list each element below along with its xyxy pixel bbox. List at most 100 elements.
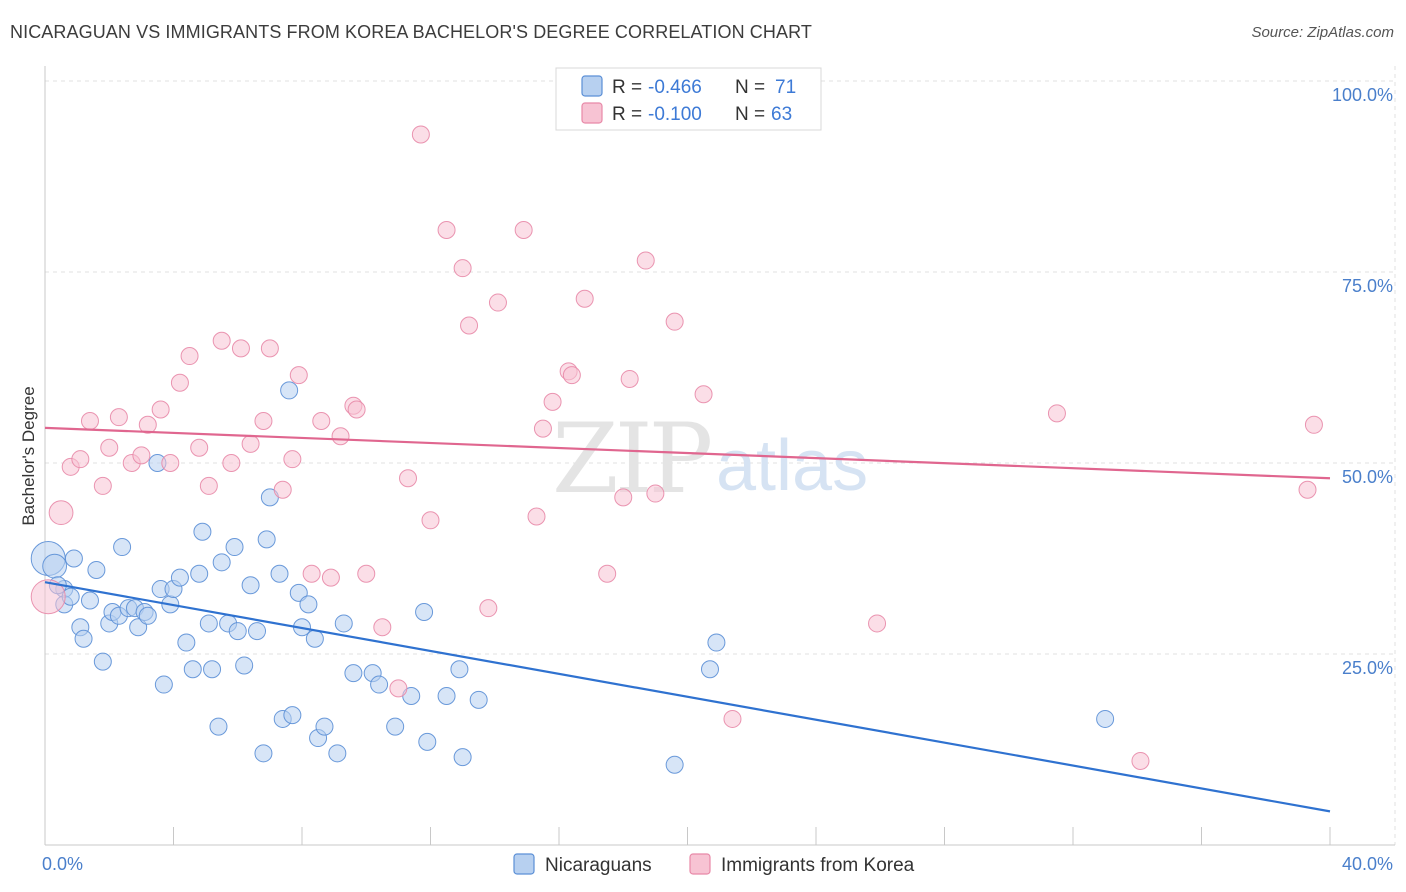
point-nicaraguans: [93, 652, 112, 671]
point-korea: [93, 476, 112, 495]
point-korea: [321, 568, 340, 587]
legend-r-value: -0.466: [648, 77, 702, 98]
point-nicaraguans: [212, 553, 231, 572]
point-nicaraguans: [665, 755, 684, 774]
point-korea: [373, 618, 392, 637]
point-nicaraguans: [344, 664, 363, 683]
legend-r-value: -0.100: [648, 104, 702, 125]
point-nicaraguans: [1096, 709, 1115, 728]
point-korea: [312, 411, 331, 430]
point-korea: [161, 454, 180, 472]
point-nicaraguans: [270, 564, 289, 583]
x-tick-label: 40.0%: [1342, 854, 1393, 874]
point-nicaraguans: [257, 530, 276, 549]
point-korea: [190, 438, 209, 457]
point-korea: [254, 411, 273, 430]
point-korea: [694, 385, 713, 404]
legend-series: Nicaraguans Immigrants from Korea: [513, 853, 915, 876]
legend-swatch-nicaraguans: [581, 75, 603, 97]
point-nicaraguans: [225, 538, 244, 557]
trend-lines: [44, 426, 1331, 813]
point-nicaraguans: [64, 549, 83, 568]
point-korea: [1131, 751, 1150, 770]
point-korea: [1304, 415, 1323, 434]
y-axis-label: Bachelor's Degree: [19, 386, 38, 525]
point-korea: [80, 411, 99, 430]
point-nicaraguans: [170, 568, 189, 587]
legend-n-value: 63: [771, 104, 792, 125]
point-nicaraguans: [289, 583, 308, 602]
point-korea: [646, 484, 665, 503]
trend-line-nicaraguans: [44, 581, 1331, 813]
x-tick-label: 0.0%: [42, 854, 83, 874]
y-tick-label: 75.0%: [1342, 276, 1393, 296]
point-nicaraguans: [418, 732, 437, 751]
point-nicaraguans: [370, 675, 389, 694]
legend-r-label: R =: [612, 104, 642, 125]
trend-line-korea: [44, 426, 1331, 480]
point-korea: [479, 599, 498, 618]
point-nicaraguans: [138, 606, 157, 625]
point-korea: [273, 480, 292, 499]
point-korea: [453, 259, 472, 278]
point-korea: [347, 400, 366, 419]
point-nicaraguans: [254, 744, 273, 763]
point-korea: [71, 450, 90, 469]
point-korea: [289, 366, 308, 385]
point-korea: [260, 339, 279, 358]
point-nicaraguans: [248, 622, 267, 641]
point-korea: [620, 369, 639, 388]
point-nicaraguans: [469, 690, 488, 709]
legend-n-label: N =: [735, 77, 765, 98]
point-nicaraguans: [415, 602, 434, 621]
point-nicaraguans: [74, 629, 93, 648]
point-korea: [868, 614, 887, 633]
point-nicaraguans: [280, 381, 299, 400]
point-korea: [399, 469, 418, 488]
point-korea: [302, 564, 321, 583]
point-korea: [100, 438, 119, 457]
point-korea: [543, 392, 562, 411]
point-korea: [199, 476, 218, 495]
point-korea: [533, 419, 552, 438]
point-korea: [283, 450, 302, 469]
point-korea: [665, 312, 684, 331]
point-nicaraguans: [113, 538, 132, 557]
point-korea: [30, 579, 66, 615]
point-korea: [1298, 480, 1317, 499]
point-korea: [212, 331, 231, 350]
point-korea: [1047, 404, 1066, 423]
legend-label-nicaraguans: Nicaraguans: [545, 855, 652, 876]
point-korea: [331, 427, 350, 446]
point-korea: [241, 434, 260, 453]
legend-stats: R = -0.466 N = 71 R = -0.100 N = 63: [555, 67, 822, 131]
point-korea: [514, 220, 533, 239]
point-korea: [437, 220, 456, 239]
legend-label-korea: Immigrants from Korea: [721, 855, 915, 876]
point-nicaraguans: [87, 560, 106, 579]
point-nicaraguans: [199, 614, 218, 633]
point-nicaraguans: [129, 618, 148, 637]
point-nicaraguans: [386, 717, 405, 736]
point-korea: [562, 366, 581, 385]
point-korea: [527, 507, 546, 526]
point-korea: [132, 446, 151, 465]
point-korea: [109, 408, 128, 427]
point-korea: [636, 251, 655, 270]
point-nicaraguans: [183, 660, 202, 679]
point-korea: [389, 679, 408, 698]
y-tick-label: 50.0%: [1342, 467, 1393, 487]
x-tick-labels: 0.0% 40.0%: [42, 854, 1393, 874]
y-tick-labels: 25.0% 50.0% 75.0% 100.0%: [1332, 85, 1393, 678]
point-korea: [614, 488, 633, 507]
y-tick-label: 25.0%: [1342, 658, 1393, 678]
point-nicaraguans: [328, 744, 347, 763]
point-korea: [222, 454, 241, 472]
point-korea: [357, 564, 376, 583]
y-tick-label: 100.0%: [1332, 85, 1393, 105]
point-nicaraguans: [228, 622, 247, 641]
point-nicaraguans: [190, 564, 209, 583]
point-nicaraguans: [209, 717, 228, 736]
point-korea: [460, 316, 479, 335]
